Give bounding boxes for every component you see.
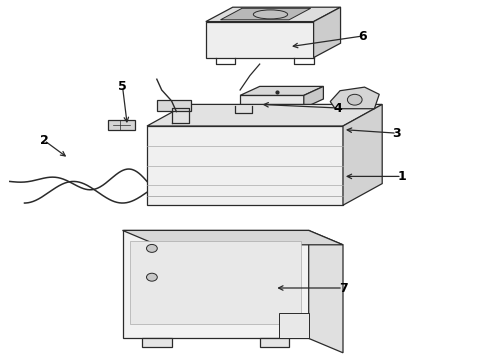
Polygon shape [206,22,314,58]
Polygon shape [314,7,341,58]
Text: 4: 4 [334,102,343,114]
Text: 5: 5 [118,80,127,93]
Text: 3: 3 [392,127,401,140]
Polygon shape [309,230,343,353]
Circle shape [347,94,362,105]
Polygon shape [279,313,309,338]
Polygon shape [330,87,379,109]
Polygon shape [147,104,382,126]
Polygon shape [343,104,382,205]
Circle shape [147,273,157,281]
Circle shape [147,244,157,252]
Polygon shape [147,126,343,205]
Text: 1: 1 [397,170,406,183]
Ellipse shape [253,10,288,19]
Polygon shape [220,8,311,20]
Polygon shape [304,86,323,108]
Polygon shape [142,338,172,347]
Polygon shape [122,230,343,245]
Polygon shape [122,230,309,338]
Polygon shape [130,241,301,324]
Text: 2: 2 [40,134,49,147]
Polygon shape [157,100,191,111]
Polygon shape [206,7,341,22]
Polygon shape [240,86,323,95]
Polygon shape [108,120,135,130]
Polygon shape [260,338,289,347]
Polygon shape [240,95,304,108]
Text: 6: 6 [358,30,367,42]
Text: 7: 7 [339,282,347,294]
